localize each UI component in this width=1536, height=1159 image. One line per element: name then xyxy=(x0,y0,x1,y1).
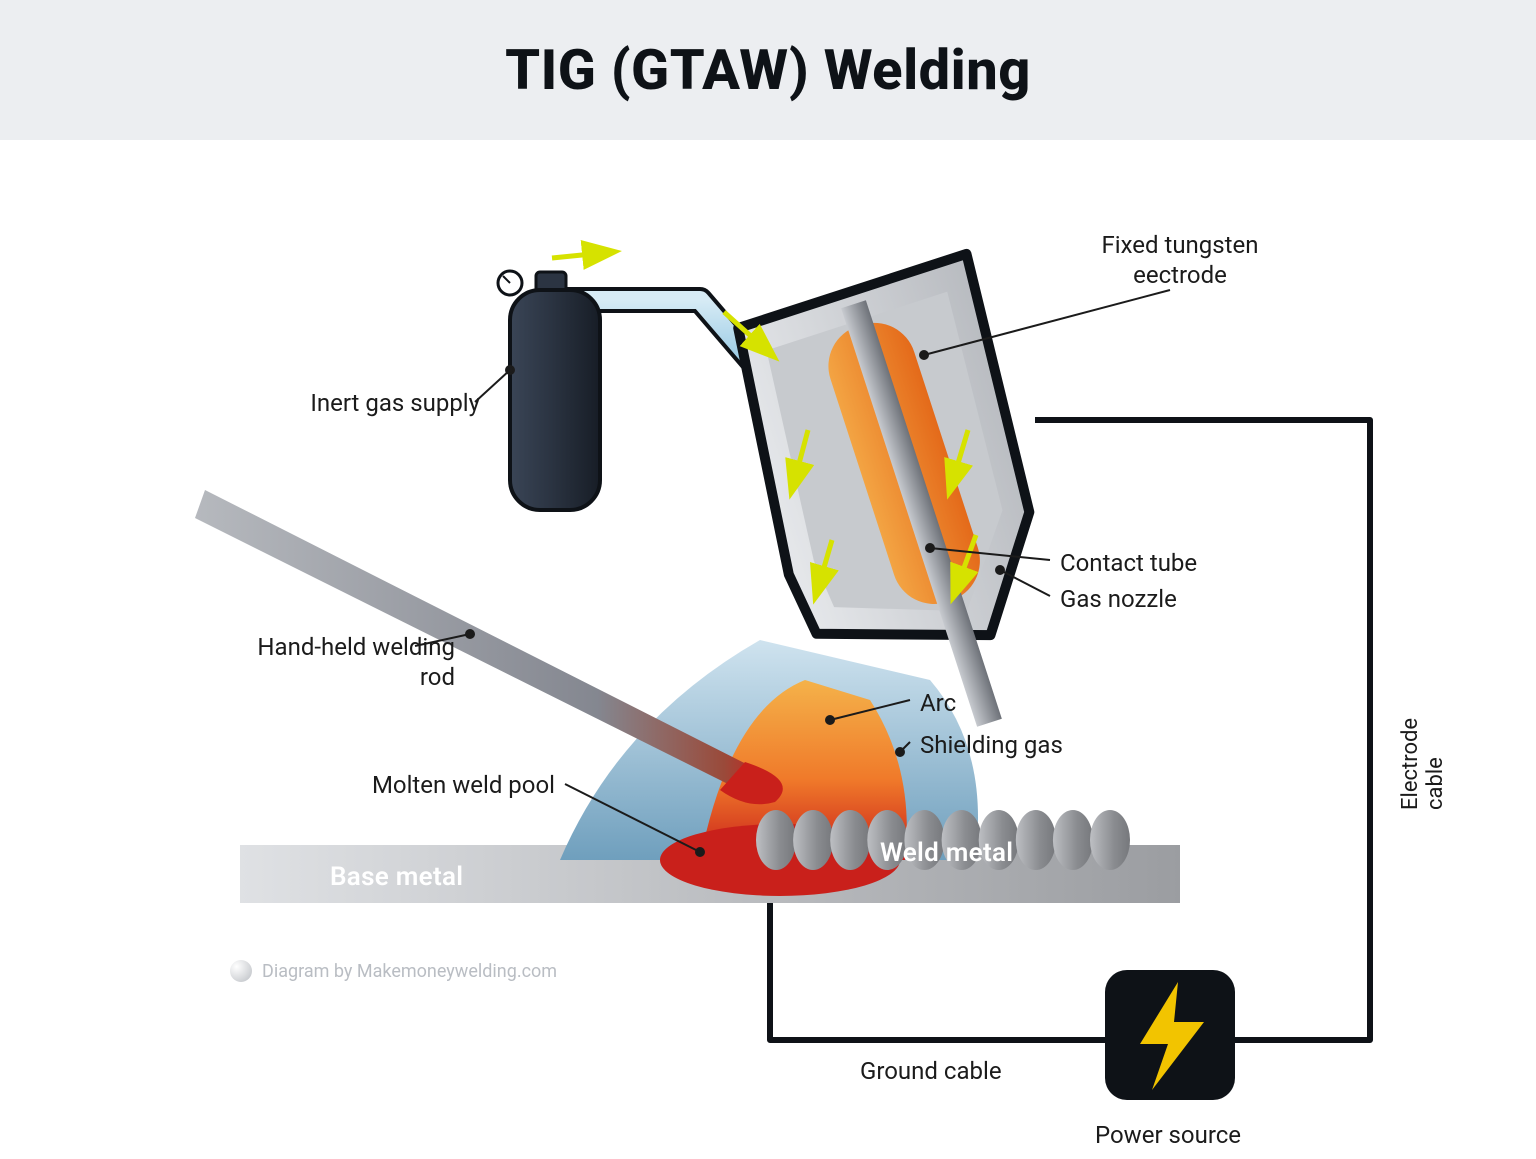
weld-bead xyxy=(793,810,833,870)
label-arc: Arc xyxy=(920,688,956,718)
leader-dot xyxy=(896,748,904,756)
label-base-metal: Base metal xyxy=(330,862,463,892)
leader-dot xyxy=(926,544,934,552)
label-molten-weld-pool: Molten weld pool xyxy=(372,770,555,800)
pressure-gauge-icon xyxy=(498,271,522,295)
diagram-canvas: Inert gas supply Hand-held welding rod Mol… xyxy=(0,140,1536,1159)
leader-dot xyxy=(826,716,834,724)
leader-dot xyxy=(920,351,928,359)
power-source-box xyxy=(1105,970,1235,1100)
leader-dot xyxy=(506,366,514,374)
weld-bead xyxy=(756,810,796,870)
label-inert-gas-supply: Inert gas supply xyxy=(310,388,480,418)
leader-dot xyxy=(696,848,704,856)
gas-tank xyxy=(510,272,600,510)
page-title: TIG (GTAW) Welding xyxy=(505,37,1031,103)
leader-dot xyxy=(996,566,1004,574)
label-hand-held-rod: Hand-held welding rod xyxy=(235,632,455,692)
electrode-cable-wire xyxy=(1035,420,1370,1040)
weld-bead xyxy=(830,810,870,870)
attribution-icon xyxy=(230,960,252,982)
label-electrode-cable: Electrode cable xyxy=(1398,672,1448,810)
label-fixed-tungsten: Fixed tungsten eectrode xyxy=(1070,230,1290,290)
label-gas-nozzle: Gas nozzle xyxy=(1060,584,1177,614)
label-power-source: Power source xyxy=(1095,1120,1241,1150)
leader-dot xyxy=(466,630,474,638)
label-ground-cable: Ground cable xyxy=(860,1056,1002,1086)
weld-bead xyxy=(1053,810,1093,870)
weld-bead xyxy=(1016,810,1056,870)
diagram-svg xyxy=(0,140,1536,1159)
ground-cable-wire xyxy=(770,903,1105,1040)
title-bar: TIG (GTAW) Welding xyxy=(0,0,1536,140)
attribution-text: Diagram by Makemoneywelding.com xyxy=(262,961,557,982)
label-contact-tube: Contact tube xyxy=(1060,548,1197,578)
label-weld-metal: Weld metal xyxy=(880,838,1013,868)
label-shielding-gas: Shielding gas xyxy=(920,730,1063,760)
flow-arrow-icon xyxy=(552,252,612,258)
weld-bead xyxy=(1090,810,1130,870)
attribution: Diagram by Makemoneywelding.com xyxy=(230,960,557,982)
